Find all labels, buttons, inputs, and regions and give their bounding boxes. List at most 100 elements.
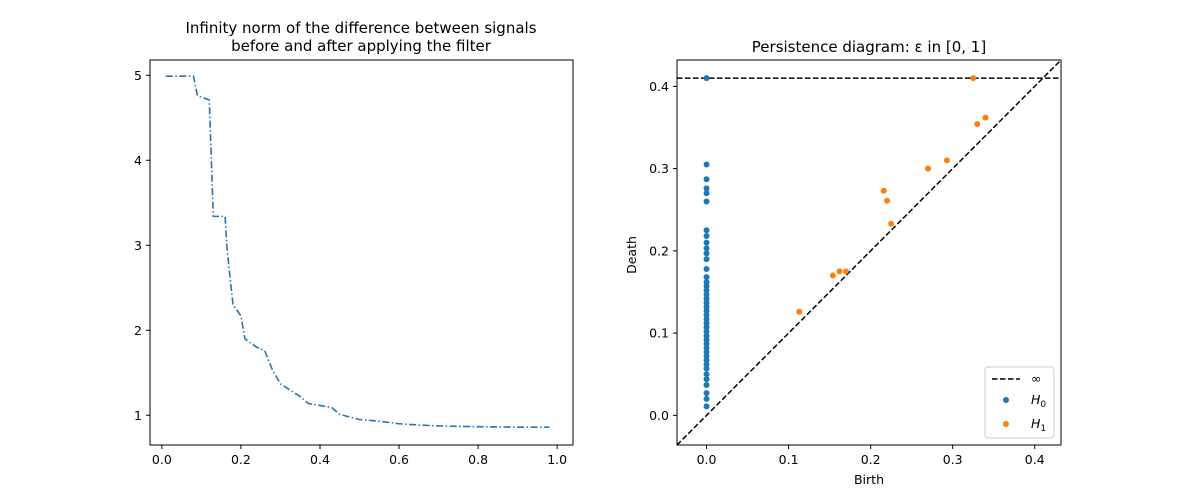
- h0-point: [703, 395, 710, 402]
- h1-point: [925, 165, 932, 172]
- h0-point: [703, 320, 710, 327]
- norm-chart: Infinity norm of the difference between …: [134, 19, 574, 467]
- h1-point: [884, 197, 891, 204]
- chart2-ytick-label: 0.2: [649, 243, 669, 258]
- chart1-ticks: 0.0 0.2 0.4 0.6 0.8 1.0 1 2 3 4 5: [134, 68, 567, 467]
- chart1-xtick-label: 1.0: [547, 452, 567, 467]
- chart1-xtick-label: 0.4: [310, 452, 330, 467]
- h0-point: [703, 279, 710, 286]
- h0-point: [703, 349, 710, 356]
- h0-point: [703, 250, 710, 257]
- h0-point: [703, 274, 710, 281]
- chart1-xtick-label: 0.6: [389, 452, 409, 467]
- h1-point: [829, 272, 836, 279]
- h1-point: [888, 220, 895, 227]
- h1-point: [843, 268, 850, 275]
- h0-point: [703, 340, 710, 347]
- chart2-xlabel: Birth: [854, 472, 884, 487]
- h1-point: [974, 121, 981, 128]
- h0-point: [703, 299, 710, 306]
- h0-point: [703, 312, 710, 319]
- chart2-axes-frame: [676, 59, 1062, 446]
- chart1-xtick-label: 0.8: [468, 452, 488, 467]
- h0-point: [703, 328, 710, 335]
- h0-point: [703, 390, 710, 397]
- chart1-title-line2: before and after applying the filter: [231, 37, 492, 55]
- h0-point: [703, 198, 710, 205]
- chart2-xtick-label: 0.4: [1025, 452, 1045, 467]
- chart2-ytick-label: 0.4: [649, 79, 669, 94]
- chart2-xtick-label: 0.2: [861, 452, 881, 467]
- h0-point: [703, 357, 710, 364]
- legend-frame: [984, 366, 1055, 439]
- h1-point: [880, 187, 887, 194]
- legend-h1-marker: [1003, 421, 1009, 427]
- h0-point: [703, 75, 710, 82]
- h0-point: [703, 291, 710, 298]
- h0-point: [703, 233, 710, 240]
- chart2-title: Persistence diagram: ε in [0, 1]: [752, 38, 986, 56]
- chart1-ytick-label: 4: [134, 153, 142, 168]
- legend-infinity-label: ∞: [1031, 371, 1041, 386]
- chart1-xtick-label: 0.2: [231, 452, 251, 467]
- h0-point: [703, 403, 710, 410]
- legend-h0-label: H0: [1031, 392, 1046, 410]
- h0-point: [703, 245, 710, 252]
- chart2-xtick-label: 0.0: [697, 452, 717, 467]
- h0-point: [703, 336, 710, 343]
- chart1-axes-frame: [149, 59, 574, 446]
- h0-point: [703, 371, 710, 378]
- h1-point: [943, 157, 950, 164]
- h0-point: [703, 316, 710, 323]
- h1-point: [970, 75, 977, 82]
- legend-h1-label: H1: [1031, 416, 1046, 434]
- chart2-xtick-label: 0.1: [779, 452, 799, 467]
- persistence-diagram: Persistence diagram: ε in [0, 1] 0.0 0.1 0…: [624, 38, 1062, 487]
- h0-point: [703, 287, 710, 294]
- h1-point: [796, 308, 803, 315]
- legend-h0-marker: [1003, 397, 1009, 403]
- h0-point: [703, 239, 710, 246]
- chart2-ytick-label: 0.0: [649, 408, 669, 423]
- chart1-xtick-label: 0.0: [152, 452, 172, 467]
- chart1-ytick-label: 1: [134, 408, 142, 423]
- legend-h0-subscript: 0: [1040, 400, 1046, 410]
- h0-point: [703, 176, 710, 183]
- h0-point: [703, 303, 710, 310]
- legend-h1-subscript: 1: [1040, 424, 1046, 434]
- chart2-legend: ∞ H0 H1: [984, 366, 1055, 439]
- chart1-ytick-label: 3: [134, 238, 142, 253]
- chart2-xtick-label: 0.3: [943, 452, 963, 467]
- h0-point: [703, 295, 710, 302]
- h0-point: [703, 353, 710, 360]
- h0-point: [703, 365, 710, 372]
- h1-point: [836, 268, 843, 275]
- h0-point: [703, 381, 710, 388]
- h1-point: [982, 114, 989, 121]
- chart2-diagonal-line: [676, 59, 1062, 446]
- chart2-ylabel: Death: [624, 236, 639, 274]
- h0-point: [703, 376, 710, 383]
- chart1-title-line1: Infinity norm of the difference between …: [185, 19, 536, 37]
- h0-point: [703, 190, 710, 197]
- h0-point: [703, 332, 710, 339]
- h0-point: [703, 161, 710, 168]
- chart2-ytick-label: 0.1: [649, 326, 669, 341]
- h0-point: [703, 324, 710, 331]
- h0-point: [703, 361, 710, 368]
- chart2-plot-area: [676, 59, 1062, 446]
- chart1-plot-area: [165, 75, 550, 428]
- h0-point: [703, 227, 710, 234]
- h0-point: [703, 307, 710, 314]
- chart2-ytick-label: 0.3: [649, 161, 669, 176]
- chart1-series-line: [165, 75, 550, 428]
- chart1-ytick-label: 5: [134, 68, 142, 83]
- h0-point: [703, 283, 710, 290]
- h0-point: [703, 265, 710, 272]
- h0-point: [703, 185, 710, 192]
- chart2-ticks: 0.0 0.1 0.2 0.3 0.4 0.0 0.1 0.2 0.3 0.4: [649, 79, 1045, 467]
- h0-point: [703, 256, 710, 263]
- chart1-ytick-label: 2: [134, 323, 142, 338]
- h0-point: [703, 344, 710, 351]
